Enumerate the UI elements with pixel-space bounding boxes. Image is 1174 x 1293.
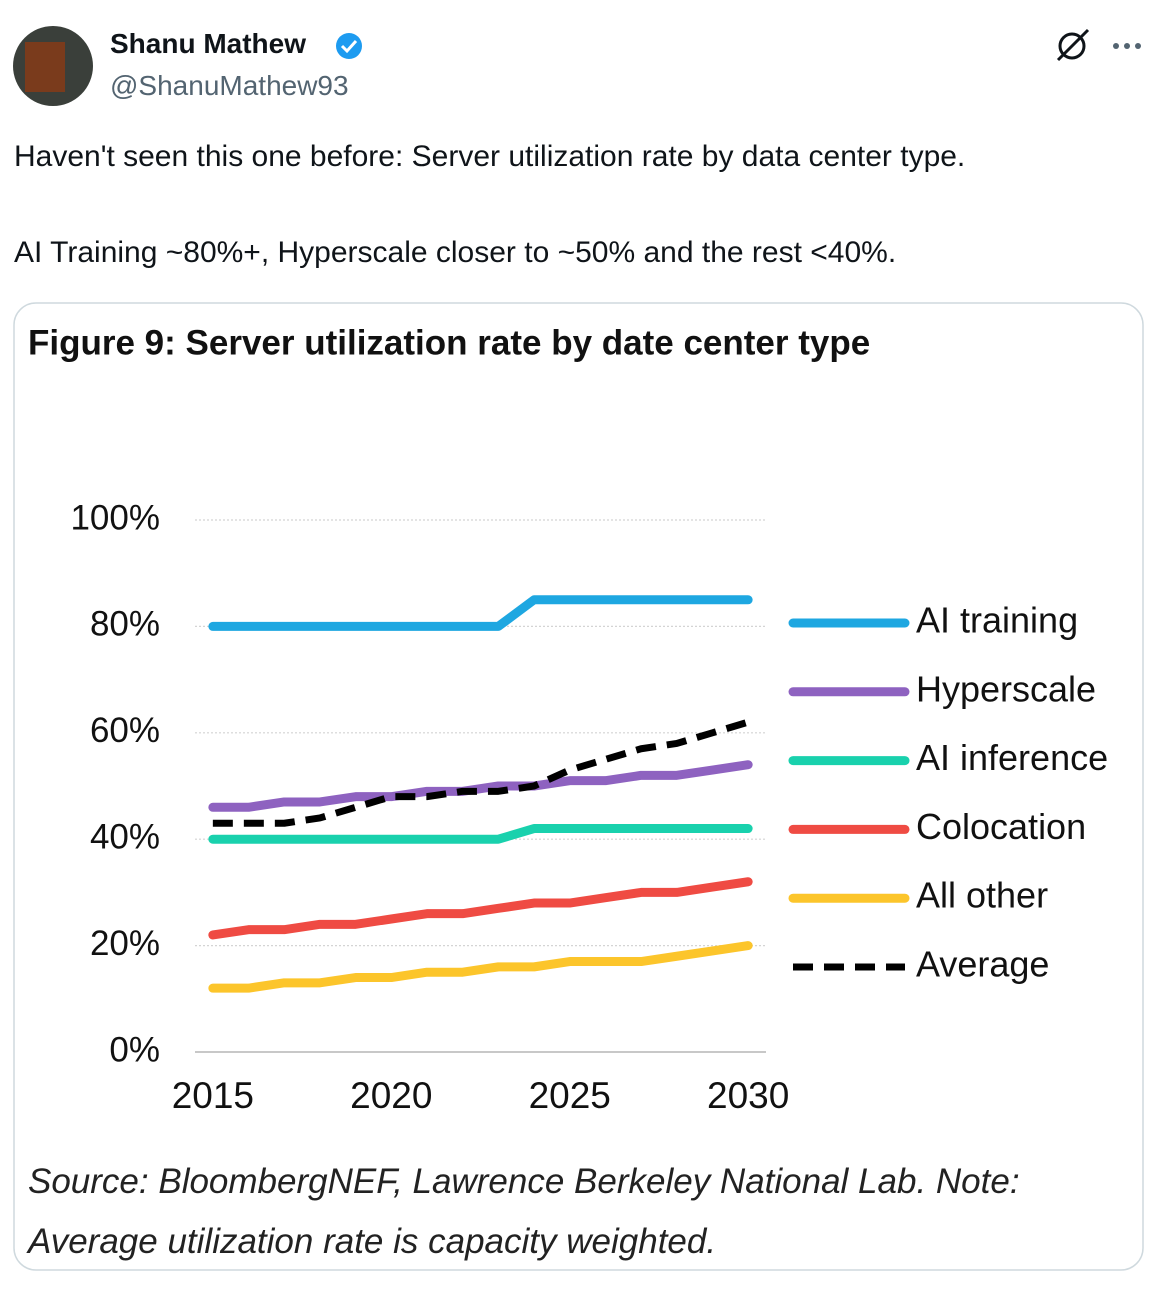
chart-title: Figure 9: Server utilization rate by dat… <box>28 323 870 362</box>
legend-label: AI training <box>916 600 1078 641</box>
grok-icon[interactable] <box>1058 32 1086 60</box>
verified-badge <box>336 33 362 59</box>
y-tick-label: 80% <box>90 605 160 644</box>
y-tick-label: 60% <box>90 711 160 750</box>
legend-label: Average <box>916 944 1049 985</box>
tweet-text: AI Training ~80%+, Hyperscale closer to … <box>14 236 897 269</box>
tweet-text: Haven't seen this one before: Server uti… <box>14 140 966 173</box>
display-name[interactable]: Shanu Mathew <box>110 28 307 59</box>
y-tick-label: 40% <box>90 817 160 856</box>
more-button[interactable] <box>1113 43 1141 49</box>
y-tick-label: 0% <box>109 1030 160 1069</box>
y-tick-label: 20% <box>90 924 160 963</box>
series-line <box>208 760 753 812</box>
grok-icon-slash <box>1056 28 1090 62</box>
legend-label: All other <box>916 875 1048 916</box>
avatar-detail <box>25 42 65 92</box>
legend-label: Hyperscale <box>916 668 1096 709</box>
verified-check <box>340 39 358 54</box>
series-line <box>208 824 753 844</box>
x-tick-label: 2030 <box>707 1075 789 1116</box>
x-tick-label: 2025 <box>529 1075 611 1116</box>
legend-label: Colocation <box>916 806 1086 847</box>
x-tick-label: 2020 <box>350 1075 432 1116</box>
x-tick-label: 2015 <box>172 1075 254 1116</box>
media-card[interactable] <box>13 302 1144 1271</box>
y-tick-label: 100% <box>70 498 160 537</box>
chart-note: Source: BloombergNEF, Lawrence Berkeley … <box>28 1162 1020 1261</box>
handle[interactable]: @ShanuMathew93 <box>110 70 349 101</box>
series-line <box>208 941 753 993</box>
series-line <box>208 595 753 631</box>
series-line <box>208 877 753 940</box>
legend-label: AI inference <box>916 737 1108 778</box>
